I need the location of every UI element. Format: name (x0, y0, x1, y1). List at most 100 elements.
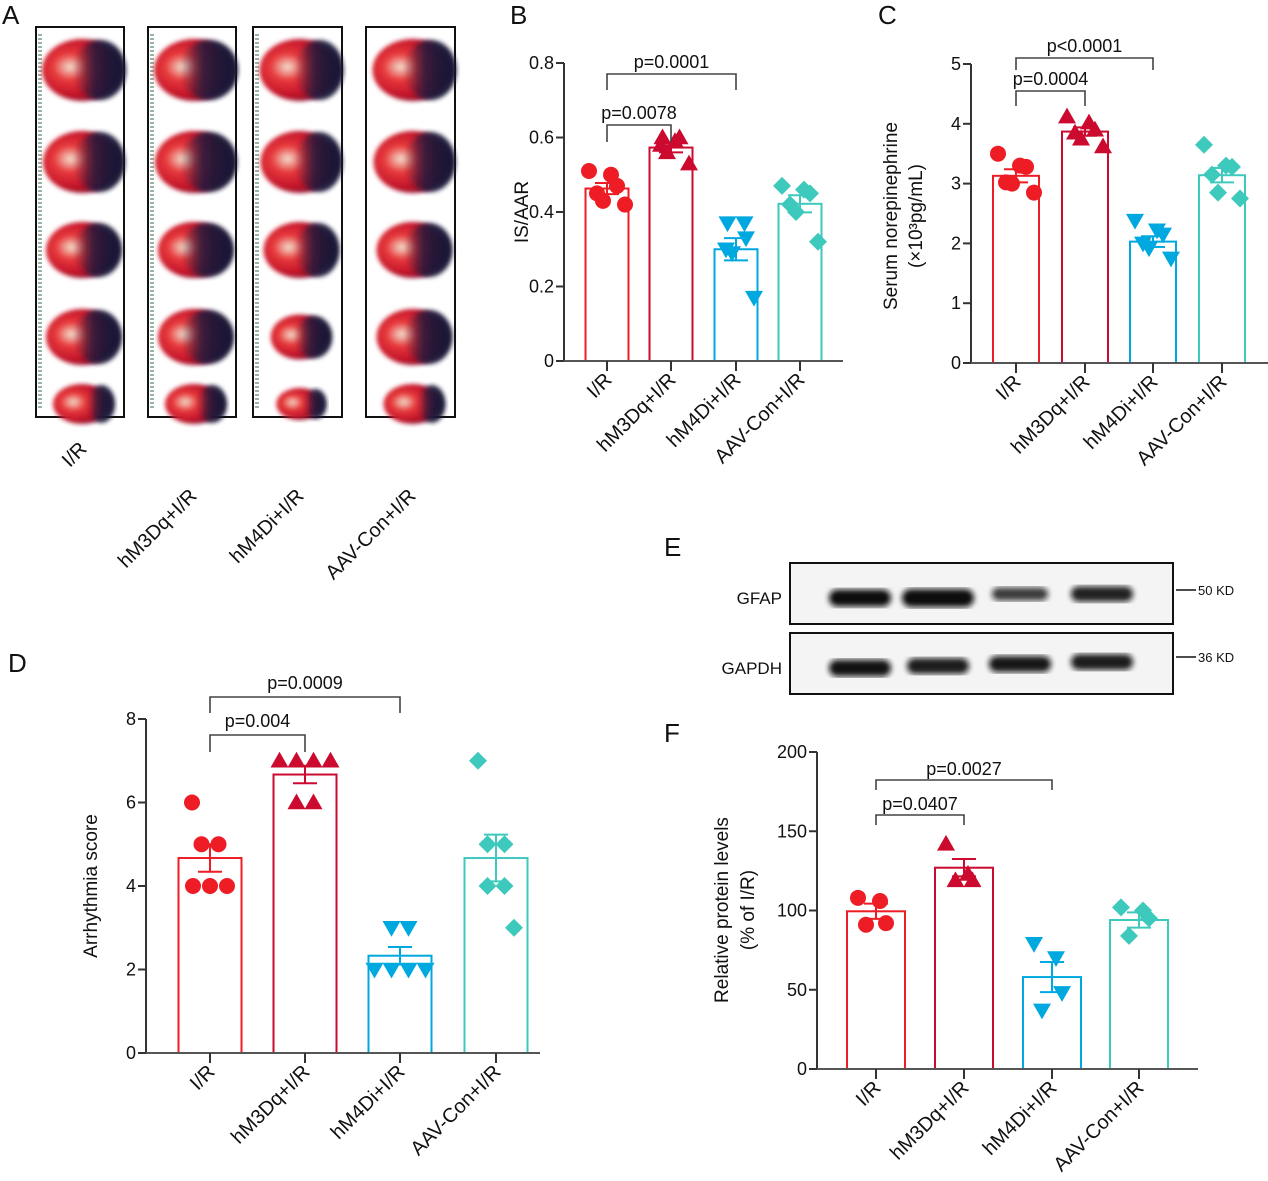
heart-slice (373, 131, 456, 193)
data-point (946, 871, 965, 888)
data-point (1033, 1003, 1051, 1020)
y-axis-title: Serum norepinephrine (881, 122, 902, 310)
error-bar (788, 194, 812, 214)
blot-band (992, 587, 1048, 601)
heart-slice (270, 314, 333, 360)
significance-bracket: p<0.0001 (1015, 36, 1154, 70)
data-point (1025, 937, 1043, 953)
error-bar (198, 843, 222, 873)
heart-slice-blue-region (295, 132, 343, 192)
data-point (399, 962, 418, 979)
bar-hm4di-i-r (713, 248, 759, 362)
error-bar (1127, 911, 1151, 929)
data-point (745, 290, 763, 307)
blot-band (902, 589, 974, 607)
p-value-label: p<0.0001 (1047, 36, 1123, 56)
data-point (1018, 158, 1034, 175)
bar-aav-con-i-r (463, 857, 529, 1055)
heart-slice-blue-region (181, 310, 234, 364)
blot-protein-label: GAPDH (722, 659, 782, 678)
data-point (1162, 251, 1180, 268)
bar-i-r (846, 910, 906, 1070)
data-point (1086, 120, 1104, 137)
data-point (872, 892, 888, 909)
chart-panel-f: F 0 50 100 150 200 I/R hM3Dq+I/R hM4Di+I/RAAV-Co… (664, 718, 1198, 1176)
data-point (382, 921, 401, 937)
data-point (878, 915, 894, 932)
data-point (399, 921, 418, 937)
heart-slice-blue-region (197, 385, 228, 423)
panel-letter-f: F (664, 718, 680, 748)
x-category-label: AAV-Con+I/R (407, 1061, 506, 1160)
x-category-label: I/R (583, 369, 617, 403)
data-point (937, 834, 955, 851)
heart-slice (165, 384, 228, 424)
data-point (185, 878, 201, 894)
heart-slice (376, 309, 453, 365)
heart-slice (155, 131, 238, 193)
y-tick-label: 4 (951, 114, 961, 134)
error-bar (484, 833, 508, 883)
x-category-label: I/R (992, 371, 1026, 405)
p-value-label: p=0.004 (225, 711, 291, 731)
bar-aav-con-i-r (777, 202, 823, 362)
data-point (1223, 157, 1241, 176)
heart-slice-blue-region (181, 223, 234, 277)
data-point (184, 794, 200, 811)
data-point (287, 751, 306, 768)
blot-protein-label: GFAP (737, 589, 782, 608)
data-point (1026, 184, 1042, 201)
data-point (382, 962, 401, 979)
heart-slice-blue-region (74, 40, 126, 100)
x-category-label: hM3Dq+I/R (227, 1061, 314, 1148)
x-category-label: hM3Dq+I/R (886, 1077, 973, 1164)
y-tick-label: 1 (951, 293, 961, 313)
error-bar (1040, 961, 1064, 994)
p-value-label: p=0.0009 (267, 673, 343, 693)
kd-marker-label: 50 KD (1198, 583, 1234, 598)
y-tick-label: 8 (126, 709, 136, 729)
data-point (270, 751, 289, 768)
bar-hm4di-i-r (367, 954, 433, 1054)
significance-bracket: p=0.0004 (1013, 69, 1088, 106)
blot-band (829, 659, 891, 677)
heart-slice (46, 222, 122, 278)
heart-slice (154, 39, 238, 101)
heart-slice-blue-region (74, 132, 126, 192)
data-point (1195, 135, 1213, 154)
heart-slice-blue-region (180, 40, 238, 100)
heart-slice-blue-region (404, 40, 457, 100)
bracket-line (1015, 57, 1154, 70)
heart-column (35, 26, 126, 424)
blot-band (829, 589, 891, 607)
data-point (287, 793, 306, 810)
y-tick-label: 0 (126, 1043, 136, 1063)
heart-slice (263, 222, 340, 278)
error-bar (864, 902, 888, 920)
data-point (858, 916, 874, 933)
blot-band (1071, 654, 1133, 670)
error-bar (1073, 126, 1097, 137)
panel-letter-d: D (8, 648, 27, 678)
data-point (773, 176, 791, 195)
heart-slice (42, 39, 126, 101)
y-tick-label: 2 (126, 960, 136, 980)
data-point (595, 192, 611, 209)
data-point (653, 128, 672, 145)
y-axis-title-units: (×10³pg/mL) (906, 164, 927, 268)
y-tick-label: 100 (777, 901, 807, 921)
bracket-line (875, 779, 1053, 790)
y-tick-label: 150 (777, 821, 807, 841)
heart-slice-blue-region (74, 223, 122, 277)
data-point (809, 232, 827, 251)
x-category-label: AAV-Con+I/R (1050, 1077, 1149, 1176)
error-bar (952, 857, 976, 878)
data-point (304, 751, 323, 768)
data-point (680, 154, 698, 171)
data-point (1053, 986, 1071, 1002)
panel-letter-e: E (664, 532, 681, 562)
error-bar (595, 181, 619, 196)
y-tick-label: 50 (787, 980, 807, 1000)
